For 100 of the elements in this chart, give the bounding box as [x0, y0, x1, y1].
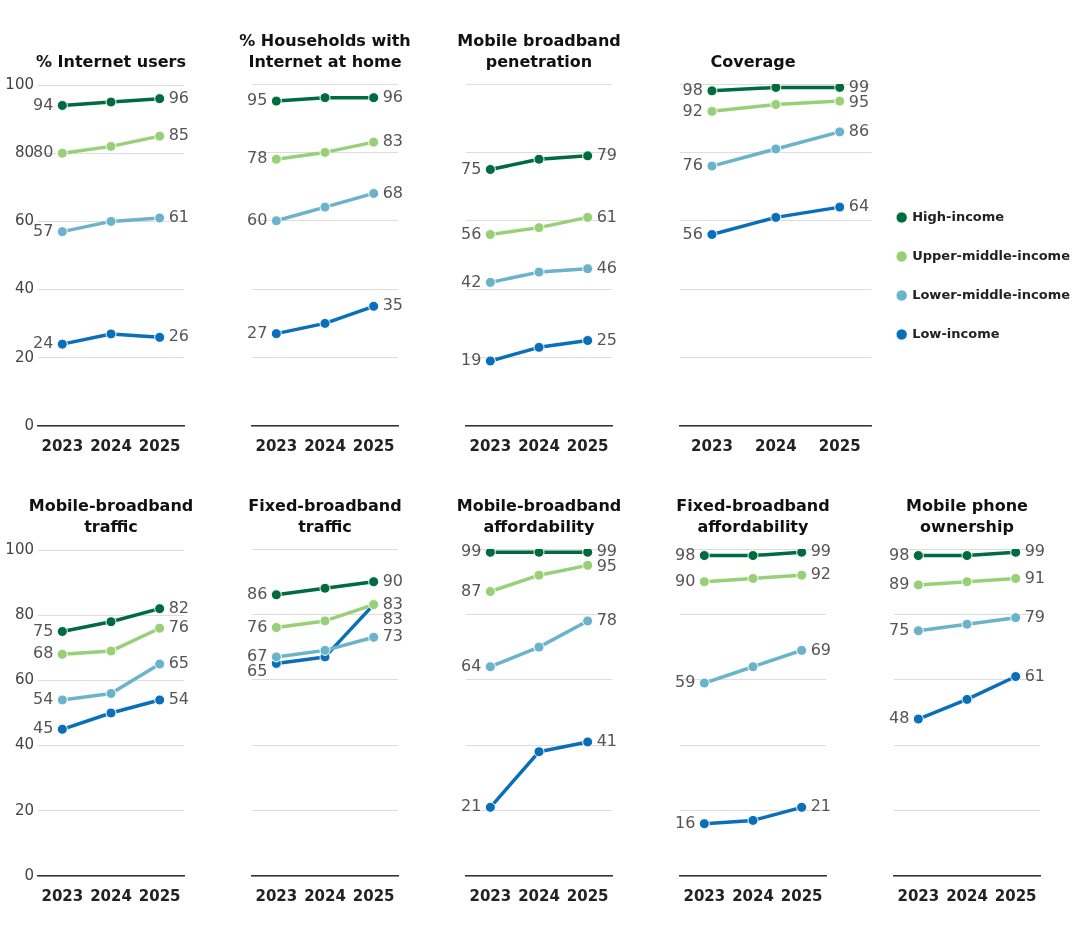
chart-title: Mobile-broadband affordability: [455, 495, 623, 537]
point: [912, 625, 924, 637]
point: [912, 550, 924, 562]
x-tick-label: 2024: [946, 886, 988, 905]
x-tick-label: 2024: [90, 436, 132, 455]
point: [582, 335, 594, 346]
point: [1010, 572, 1022, 584]
data-label: 98: [682, 80, 703, 99]
data-label: 92: [810, 564, 832, 584]
point: [270, 153, 282, 165]
data-label: 56: [682, 223, 703, 243]
point: [912, 713, 924, 725]
data-label: 69: [810, 639, 832, 659]
point: [56, 226, 68, 238]
point: [484, 586, 496, 598]
point: [368, 92, 380, 104]
point: [270, 589, 282, 601]
data-label: 68: [32, 643, 54, 663]
y-tick-label: 60: [14, 670, 34, 689]
point: [533, 569, 545, 581]
point: [484, 228, 496, 240]
data-label: 59: [674, 672, 696, 692]
point: [698, 576, 710, 588]
data-label: 89: [888, 574, 910, 594]
data-label: 82: [168, 597, 190, 617]
point: [105, 215, 117, 227]
point: [368, 300, 380, 312]
data-label: 61: [1024, 665, 1046, 685]
point: [484, 549, 496, 558]
point: [105, 687, 117, 699]
data-label: 27: [246, 322, 268, 342]
data-label: 61: [596, 206, 618, 226]
data-label: 76: [682, 155, 703, 175]
chart-title: % Households with Internet at home: [238, 30, 412, 72]
data-label: 85: [168, 125, 190, 145]
x-tick-label: 2025: [352, 436, 395, 455]
x-tick-label: 2024: [518, 886, 560, 905]
x-tick-label: 2023: [897, 886, 940, 905]
chart-title: Fixed-broadband traffic: [247, 495, 403, 537]
data-label: 60: [246, 209, 268, 229]
point: [834, 95, 846, 107]
point: [1010, 612, 1022, 624]
data-label: 98: [888, 544, 910, 564]
chart-title: Fixed-broadband affordability: [675, 495, 831, 537]
point: [1010, 549, 1022, 558]
x-tick-label: 2025: [818, 436, 861, 455]
point: [154, 331, 166, 343]
point: [105, 616, 117, 628]
data-label: 87: [460, 580, 482, 600]
y-tick-label: 100: [5, 539, 34, 558]
point: [270, 215, 282, 227]
point: [796, 569, 808, 581]
data-label: 26: [168, 326, 190, 346]
x-tick-label: 2023: [683, 886, 726, 905]
point: [834, 201, 846, 213]
x-tick-label: 2023: [255, 886, 298, 905]
point: [582, 549, 594, 558]
point: [56, 626, 68, 637]
point: [56, 338, 68, 350]
data-label: 96: [168, 87, 190, 107]
point: [484, 801, 496, 813]
point: [56, 648, 68, 660]
point: [747, 572, 759, 584]
point: [368, 136, 380, 148]
y-tick-label: 80: [14, 605, 34, 624]
data-label: 86: [246, 583, 268, 603]
point: [582, 211, 594, 223]
x-tick-label: 2023: [469, 436, 512, 455]
x-tick-label: 2023: [691, 436, 733, 455]
x-tick-label: 2024: [754, 436, 797, 455]
point: [319, 615, 331, 627]
point: [105, 140, 117, 152]
data-label: 75: [460, 158, 482, 178]
point: [56, 723, 68, 735]
point: [533, 549, 545, 558]
y-tick-label: 100: [5, 74, 34, 93]
point: [319, 92, 331, 104]
point: [105, 96, 117, 108]
x-tick-label: 2024: [732, 886, 774, 905]
data-label: 78: [596, 610, 618, 630]
point: [582, 150, 594, 162]
x-tick-label: 2024: [518, 436, 560, 455]
data-label: 76: [246, 616, 268, 636]
point: [698, 818, 710, 830]
legend-label: Upper-middle-income: [912, 247, 1071, 263]
point: [270, 621, 282, 633]
data-label: 99: [810, 541, 832, 561]
data-label: 90: [382, 570, 404, 590]
data-label: 90: [674, 570, 696, 590]
point: [582, 615, 594, 627]
data-label: 25: [596, 329, 618, 349]
y-tick-label: 80: [14, 143, 34, 162]
x-tick-label: 2023: [255, 436, 298, 455]
chart-title: % Internet users: [35, 51, 187, 72]
point: [105, 645, 117, 657]
point: [270, 95, 282, 107]
point: [961, 618, 973, 630]
data-label: 57: [32, 220, 54, 240]
point: [706, 105, 718, 117]
data-label: 56: [460, 223, 482, 243]
